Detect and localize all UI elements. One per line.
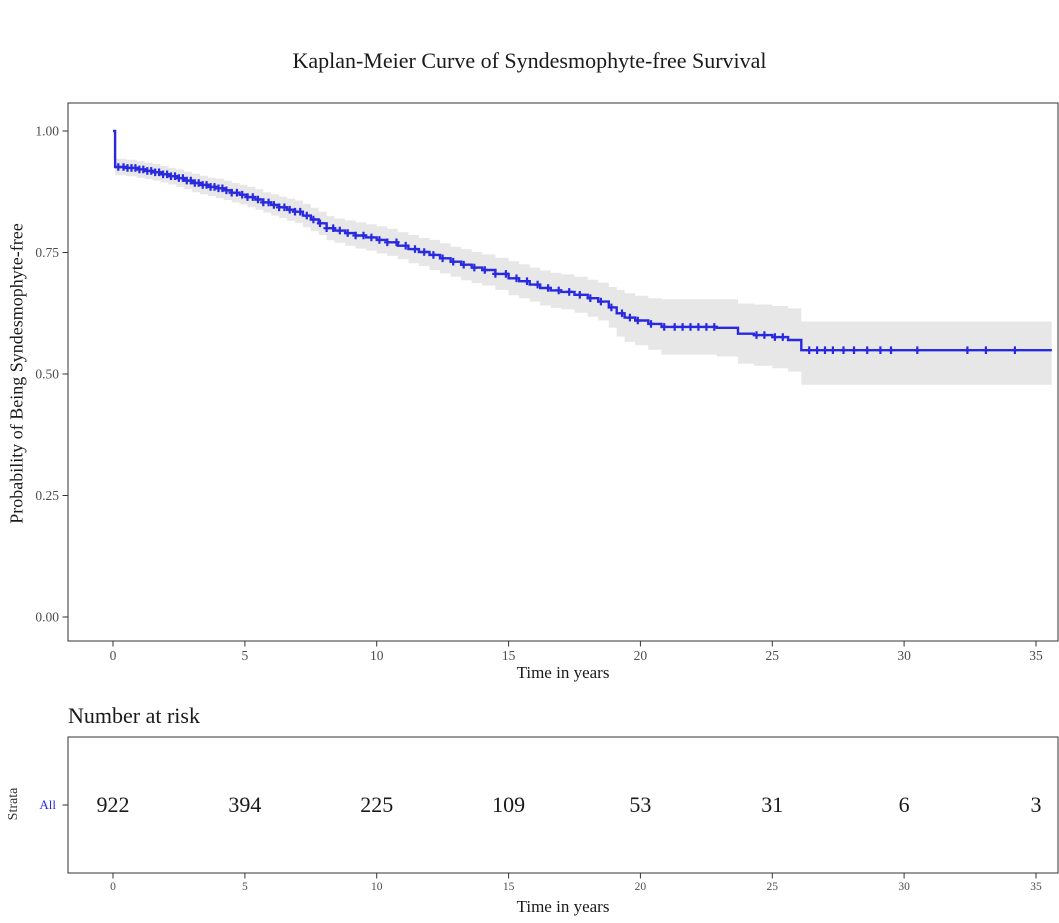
risk-count: 53	[629, 792, 651, 817]
risk-x-axis-tick-label: 0	[110, 881, 116, 893]
risk-x-axis-title: Time in years	[516, 897, 610, 916]
risk-count: 225	[360, 792, 393, 817]
y-axis-tick-label: 1.00	[35, 124, 59, 139]
risk-x-axis-tick-label: 35	[1030, 881, 1042, 893]
risk-table-panel	[67, 736, 1059, 874]
risk-x-axis-tick-label: 10	[371, 881, 383, 893]
x-axis-tick-label: 20	[634, 648, 648, 663]
risk-count: 394	[228, 792, 261, 817]
risk-count: 31	[761, 792, 783, 817]
risk-count: 922	[97, 792, 130, 817]
risk-table-heading: Number at risk	[68, 703, 200, 728]
risk-count: 3	[1031, 792, 1042, 817]
chart-title: Kaplan-Meier Curve of Syndesmophyte-free…	[292, 48, 767, 73]
risk-count: 109	[492, 792, 525, 817]
risk-x-axis-tick-label: 20	[635, 881, 647, 893]
y-axis-tick-label: 0.75	[35, 245, 59, 260]
risk-x-axis-tick-label: 25	[767, 881, 779, 893]
risk-x-axis-tick-label: 5	[242, 881, 248, 893]
risk-row-label: All	[39, 797, 56, 812]
x-axis-tick-label: 35	[1029, 648, 1043, 663]
x-axis-tick-label: 30	[897, 648, 911, 663]
x-axis-tick-label: 25	[766, 648, 780, 663]
censor-marks	[115, 163, 1019, 354]
y-axis-tick-label: 0.00	[35, 610, 59, 625]
y-axis-title: Probability of Being Syndesmophyte-free	[6, 223, 27, 524]
risk-count: 6	[899, 792, 910, 817]
x-axis-tick-label: 10	[370, 648, 384, 663]
risk-x-axis-tick-label: 30	[898, 881, 910, 893]
x-axis-tick-label: 15	[502, 648, 516, 663]
x-axis-tick-label: 5	[242, 648, 249, 663]
y-axis-tick-label: 0.50	[35, 367, 59, 382]
x-axis-tick-label: 0	[110, 648, 117, 663]
x-axis-title: Time in years	[516, 663, 610, 682]
confidence-band	[113, 131, 1052, 385]
y-axis-tick-label: 0.25	[35, 488, 59, 503]
risk-x-axis-tick-label: 15	[503, 881, 515, 893]
